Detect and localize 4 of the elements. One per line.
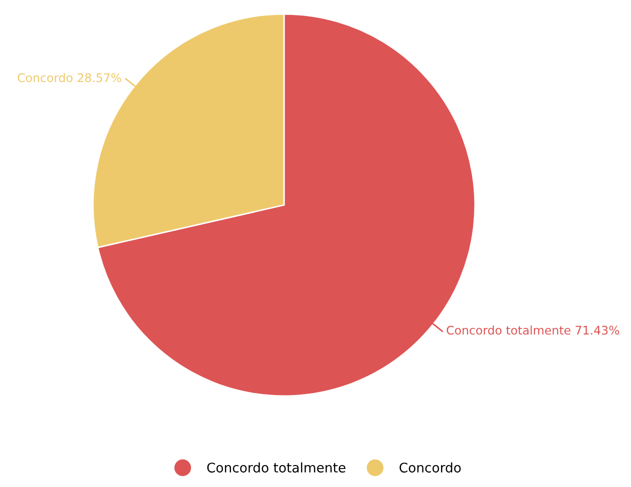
category-label: Concordo totalmente 71.43% (446, 326, 620, 335)
category-label: Concordo 28.57% (18, 73, 122, 82)
legend-label: Concordo (400, 462, 461, 473)
legend-label: Concordo totalmente (207, 462, 346, 473)
